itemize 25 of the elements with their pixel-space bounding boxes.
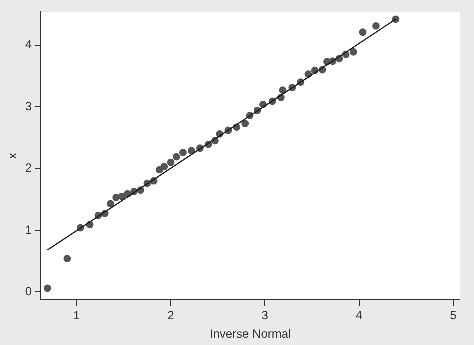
y-tick-label: 3	[25, 99, 32, 114]
x-tick-label: 4	[356, 308, 363, 323]
point	[44, 284, 52, 292]
point	[167, 158, 175, 166]
point	[64, 255, 72, 263]
point	[107, 200, 114, 208]
y-tick-label: 4	[25, 38, 32, 52]
x-tick-label: 2	[168, 308, 175, 323]
point	[279, 86, 287, 94]
y-tick-label: 2	[25, 161, 32, 176]
y-tick-label: 0	[25, 284, 32, 298]
point	[180, 149, 187, 156]
point	[359, 28, 367, 36]
x-axis-title: Inverse Normal	[210, 327, 292, 342]
x-tick-label: 5	[450, 308, 458, 323]
y-axis-title: x	[6, 153, 20, 160]
x-tick-label: 3	[262, 308, 269, 323]
y-tick-label: 1	[25, 222, 32, 237]
point	[160, 163, 168, 171]
point	[188, 147, 196, 155]
point	[242, 120, 250, 128]
x-tick-label: 1	[74, 308, 81, 323]
point	[372, 22, 380, 30]
point	[172, 153, 180, 161]
point	[350, 48, 358, 56]
